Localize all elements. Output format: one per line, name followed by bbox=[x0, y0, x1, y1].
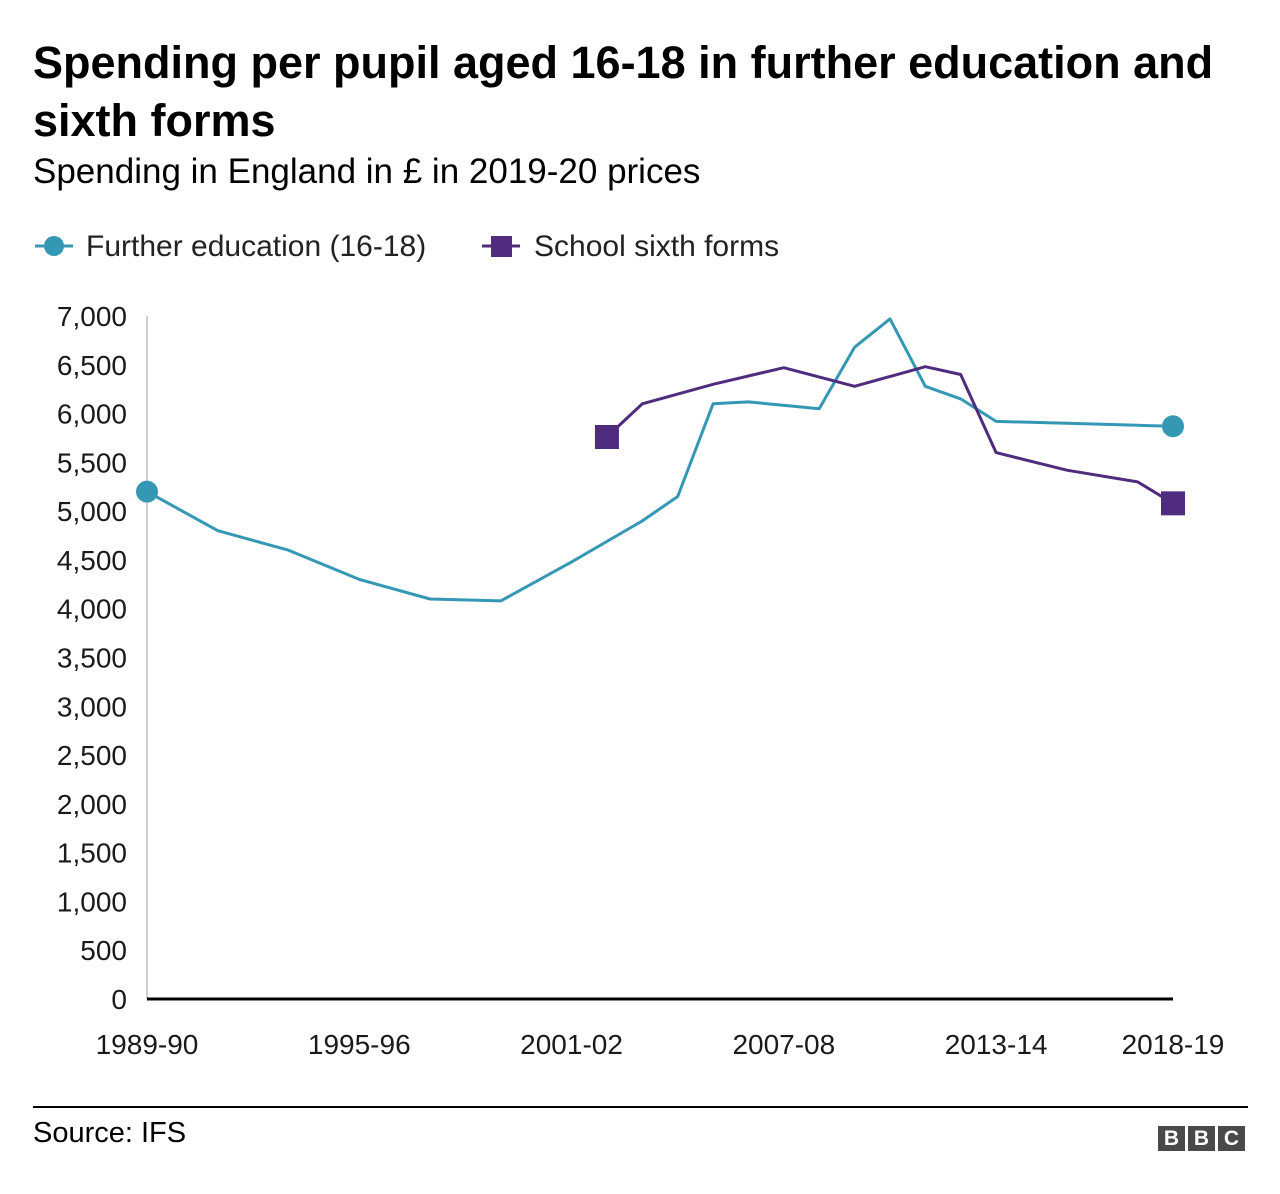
series-line-further-education bbox=[145, 317, 1175, 603]
y-tick-label: 1,000 bbox=[57, 886, 127, 917]
logo-letter-c: C bbox=[1218, 1126, 1245, 1151]
y-tick-label: 2,500 bbox=[57, 740, 127, 771]
x-tick-label: 2001-02 bbox=[520, 1029, 623, 1060]
y-tick-label: 1,500 bbox=[57, 838, 127, 869]
y-tick-label: 5,500 bbox=[57, 447, 127, 478]
y-tick-label: 6,000 bbox=[57, 399, 127, 430]
x-tick-label: 2018-19 bbox=[1122, 1029, 1225, 1060]
logo-letter-b2: B bbox=[1188, 1126, 1215, 1151]
y-tick-label: 4,500 bbox=[57, 545, 127, 576]
y-tick-label: 6,500 bbox=[57, 350, 127, 381]
source-label: Source: IFS bbox=[33, 1117, 187, 1149]
legend-marker-circle bbox=[44, 236, 64, 256]
x-tick-label: 1989-90 bbox=[96, 1029, 199, 1060]
legend-marker-square bbox=[491, 236, 512, 257]
series-marker-school-sixth-forms-end bbox=[1161, 491, 1185, 516]
y-tick-label: 5,000 bbox=[57, 496, 127, 527]
y-tick-label: 0 bbox=[111, 984, 127, 1015]
y-tick-label: 4,000 bbox=[57, 594, 127, 625]
x-tick-label: 2007-08 bbox=[732, 1029, 835, 1060]
x-tick-label: 1995-96 bbox=[308, 1029, 411, 1060]
series-marker-school-sixth-forms-start bbox=[594, 424, 619, 449]
series-marker-further-education-start bbox=[136, 480, 158, 503]
chart-title: Spending per pupil aged 16-18 in further… bbox=[33, 37, 1214, 146]
bbc-logo: B B C bbox=[1158, 1126, 1245, 1151]
plot-area: 0 500 1,000 1,500 2,000 2,500 3,000 3,500 4,000 4… bbox=[57, 301, 1224, 1060]
footer-divider bbox=[33, 1106, 1248, 1108]
y-tick-label: 3,500 bbox=[57, 643, 127, 674]
legend-item-further-education: Further education (16-18) bbox=[35, 230, 426, 263]
y-tick-label: 3,000 bbox=[57, 691, 127, 722]
y-tick-label: 7,000 bbox=[57, 301, 127, 332]
x-tick-label: 2013-14 bbox=[945, 1029, 1048, 1060]
line-chart: Further education (16-18) School sixth f… bbox=[35, 230, 1224, 1060]
y-tick-label: 2,000 bbox=[57, 789, 127, 820]
chart-subtitle: Spending in England in £ in 2019-20 pric… bbox=[33, 152, 701, 191]
legend: Further education (16-18) School sixth f… bbox=[35, 230, 779, 263]
logo-letter-b1: B bbox=[1158, 1126, 1185, 1151]
y-tick-label: 500 bbox=[80, 935, 127, 966]
legend-label-school-sixth-forms: School sixth forms bbox=[534, 230, 779, 263]
series-marker-further-education-end bbox=[1162, 415, 1184, 438]
legend-item-school-sixth-forms: School sixth forms bbox=[482, 230, 779, 263]
series-line-school-sixth-forms bbox=[605, 365, 1175, 505]
legend-label-further-education: Further education (16-18) bbox=[86, 230, 426, 263]
